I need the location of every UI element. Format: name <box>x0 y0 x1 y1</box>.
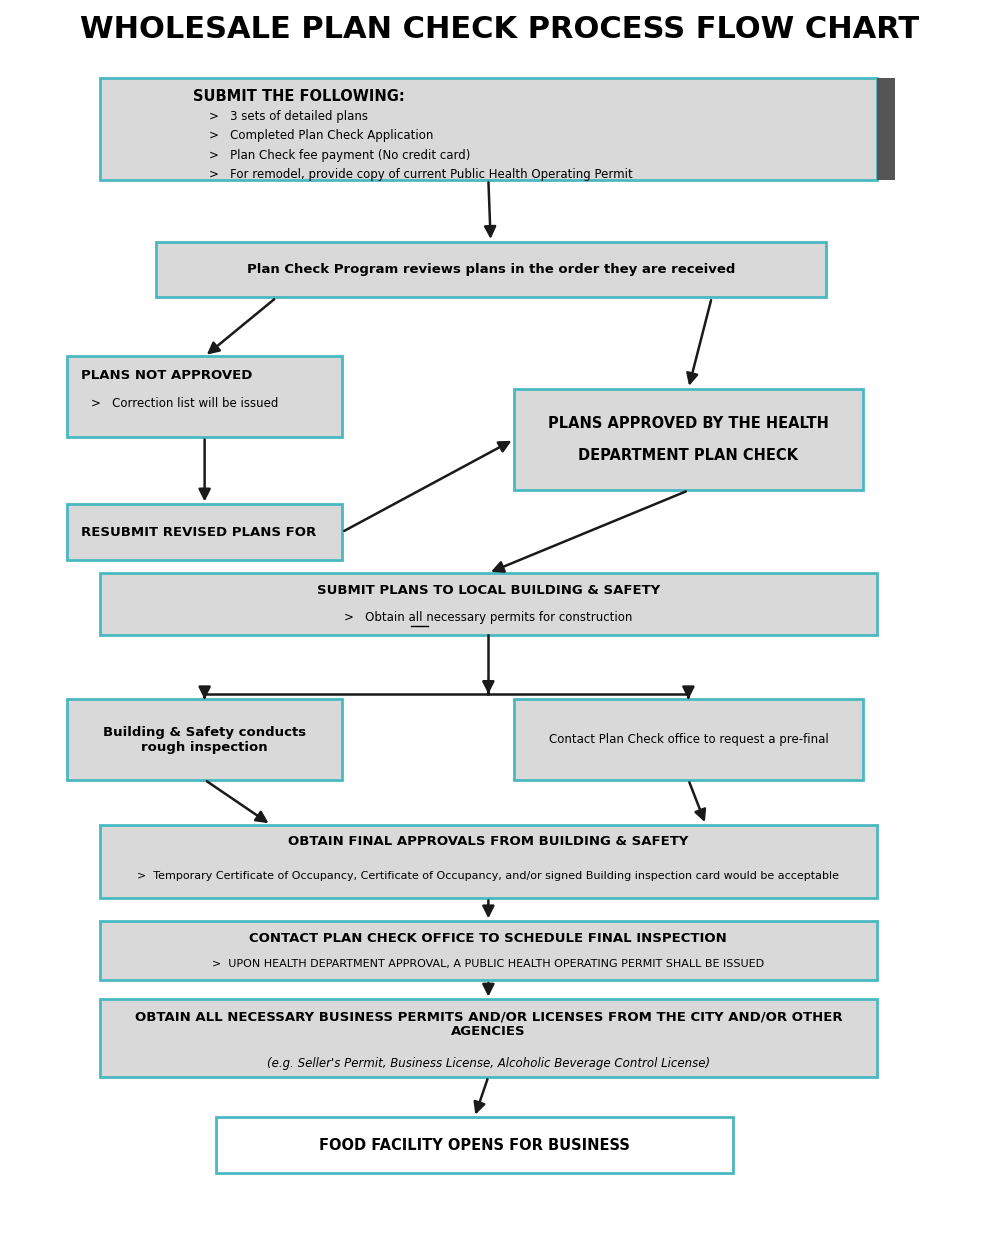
Text: >   Plan Check fee payment (No credit card): > Plan Check fee payment (No credit card… <box>209 149 470 161</box>
FancyBboxPatch shape <box>67 504 342 560</box>
FancyBboxPatch shape <box>100 921 877 980</box>
FancyBboxPatch shape <box>100 573 877 635</box>
FancyBboxPatch shape <box>514 389 863 490</box>
Text: RESUBMIT REVISED PLANS FOR: RESUBMIT REVISED PLANS FOR <box>81 526 317 539</box>
Text: Building & Safety conducts
rough inspection: Building & Safety conducts rough inspect… <box>103 725 306 754</box>
Text: PLANS NOT APPROVED: PLANS NOT APPROVED <box>81 369 253 383</box>
FancyBboxPatch shape <box>216 1118 733 1174</box>
Text: (e.g. Seller's Permit, Business License, Alcoholic Beverage Control License): (e.g. Seller's Permit, Business License,… <box>267 1057 710 1070</box>
Text: FOOD FACILITY OPENS FOR BUSINESS: FOOD FACILITY OPENS FOR BUSINESS <box>319 1138 630 1153</box>
Text: CONTACT PLAN CHECK OFFICE TO SCHEDULE FINAL INSPECTION: CONTACT PLAN CHECK OFFICE TO SCHEDULE FI… <box>249 932 727 945</box>
FancyBboxPatch shape <box>100 78 877 180</box>
Text: SUBMIT THE FOLLOWING:: SUBMIT THE FOLLOWING: <box>193 88 405 104</box>
Text: DEPARTMENT PLAN CHECK: DEPARTMENT PLAN CHECK <box>578 448 798 463</box>
FancyBboxPatch shape <box>156 241 826 297</box>
Text: >  UPON HEALTH DEPARTMENT APPROVAL, A PUBLIC HEALTH OPERATING PERMIT SHALL BE IS: > UPON HEALTH DEPARTMENT APPROVAL, A PUB… <box>212 958 764 968</box>
Text: Plan Check Program reviews plans in the order they are received: Plan Check Program reviews plans in the … <box>247 264 735 276</box>
FancyBboxPatch shape <box>100 999 877 1077</box>
Text: SUBMIT PLANS TO LOCAL BUILDING & SAFETY: SUBMIT PLANS TO LOCAL BUILDING & SAFETY <box>317 583 660 597</box>
Text: >   Obtain all necessary permits for construction: > Obtain all necessary permits for const… <box>344 612 633 624</box>
FancyBboxPatch shape <box>877 78 895 180</box>
FancyBboxPatch shape <box>67 357 342 437</box>
Text: >  Temporary Certificate of Occupancy, Certificate of Occupancy, and/or signed B: > Temporary Certificate of Occupancy, Ce… <box>137 870 839 880</box>
Text: Contact Plan Check office to request a pre-final: Contact Plan Check office to request a p… <box>549 733 828 747</box>
Text: OBTAIN FINAL APPROVALS FROM BUILDING & SAFETY: OBTAIN FINAL APPROVALS FROM BUILDING & S… <box>288 836 689 848</box>
Text: >   3 sets of detailed plans: > 3 sets of detailed plans <box>209 110 368 123</box>
FancyBboxPatch shape <box>67 699 342 780</box>
Text: WHOLESALE PLAN CHECK PROCESS FLOW CHART: WHOLESALE PLAN CHECK PROCESS FLOW CHART <box>80 15 920 45</box>
Text: PLANS APPROVED BY THE HEALTH: PLANS APPROVED BY THE HEALTH <box>548 416 829 431</box>
FancyBboxPatch shape <box>100 825 877 898</box>
Text: OBTAIN ALL NECESSARY BUSINESS PERMITS AND/OR LICENSES FROM THE CITY AND/OR OTHER: OBTAIN ALL NECESSARY BUSINESS PERMITS AN… <box>135 1010 842 1039</box>
Text: >   Completed Plan Check Application: > Completed Plan Check Application <box>209 129 433 142</box>
Text: >   Correction list will be issued: > Correction list will be issued <box>91 397 278 410</box>
FancyBboxPatch shape <box>514 699 863 780</box>
Text: >   For remodel, provide copy of current Public Health Operating Permit: > For remodel, provide copy of current P… <box>209 168 632 181</box>
